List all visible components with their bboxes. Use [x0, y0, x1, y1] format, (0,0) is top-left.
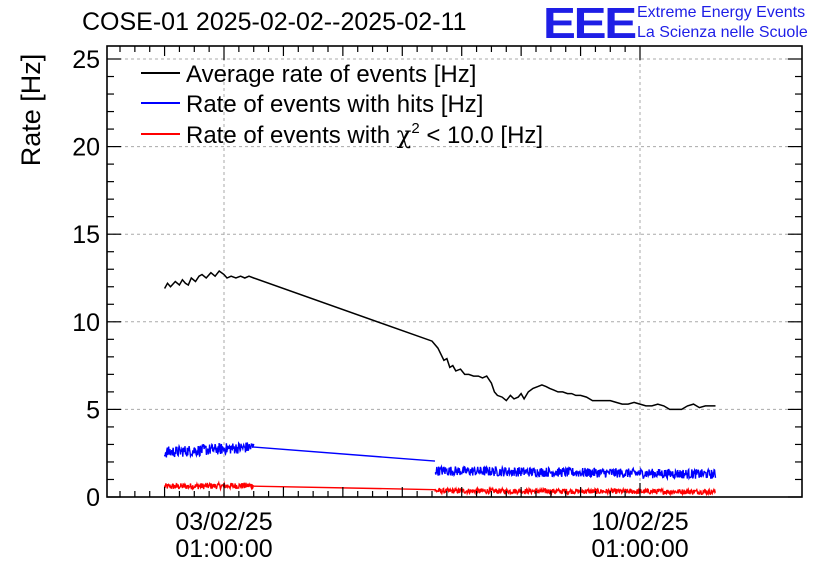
- logo-line-2: La Scienza nelle Scuole: [637, 24, 808, 41]
- series-2-band-segment: [434, 485, 717, 497]
- y-tick-label: 20: [72, 134, 100, 162]
- legend-label-1: Rate of events with hits [Hz]: [186, 91, 483, 118]
- y-tick-label: 25: [72, 46, 100, 74]
- legend-label-2: Rate of events with χ2 < 10.0 [Hz]: [186, 120, 543, 149]
- series-1-gap-line: [253, 446, 436, 462]
- plot-frame: [106, 45, 803, 498]
- y-axis-label: Rate [Hz]: [16, 54, 46, 167]
- y-tick-label: 5: [86, 396, 100, 424]
- series-average-rate-line: [163, 269, 716, 411]
- series-1-band-segment: [434, 464, 717, 482]
- x-tick-time-label: 01:00:00: [175, 535, 272, 563]
- logo-line-1: Extreme Energy Events: [637, 4, 806, 21]
- y-tick-label: 10: [72, 309, 100, 337]
- x-tick-time-label: 01:00:00: [591, 535, 688, 563]
- series-1-band-segment: [163, 441, 255, 459]
- y-tick-label: 0: [86, 484, 100, 512]
- x-tick-date-label: 03/02/25: [175, 508, 272, 536]
- series-2-gap-line: [253, 485, 435, 491]
- eee-logo: EEE: [543, 0, 637, 48]
- x-tick-date-label: 10/02/25: [591, 508, 688, 536]
- y-tick-label: 15: [72, 221, 100, 249]
- series-2-band-segment: [163, 480, 254, 492]
- chart-title: COSE-01 2025-02-02--2025-02-11: [82, 8, 467, 36]
- legend-label-0: Average rate of events [Hz]: [186, 61, 476, 88]
